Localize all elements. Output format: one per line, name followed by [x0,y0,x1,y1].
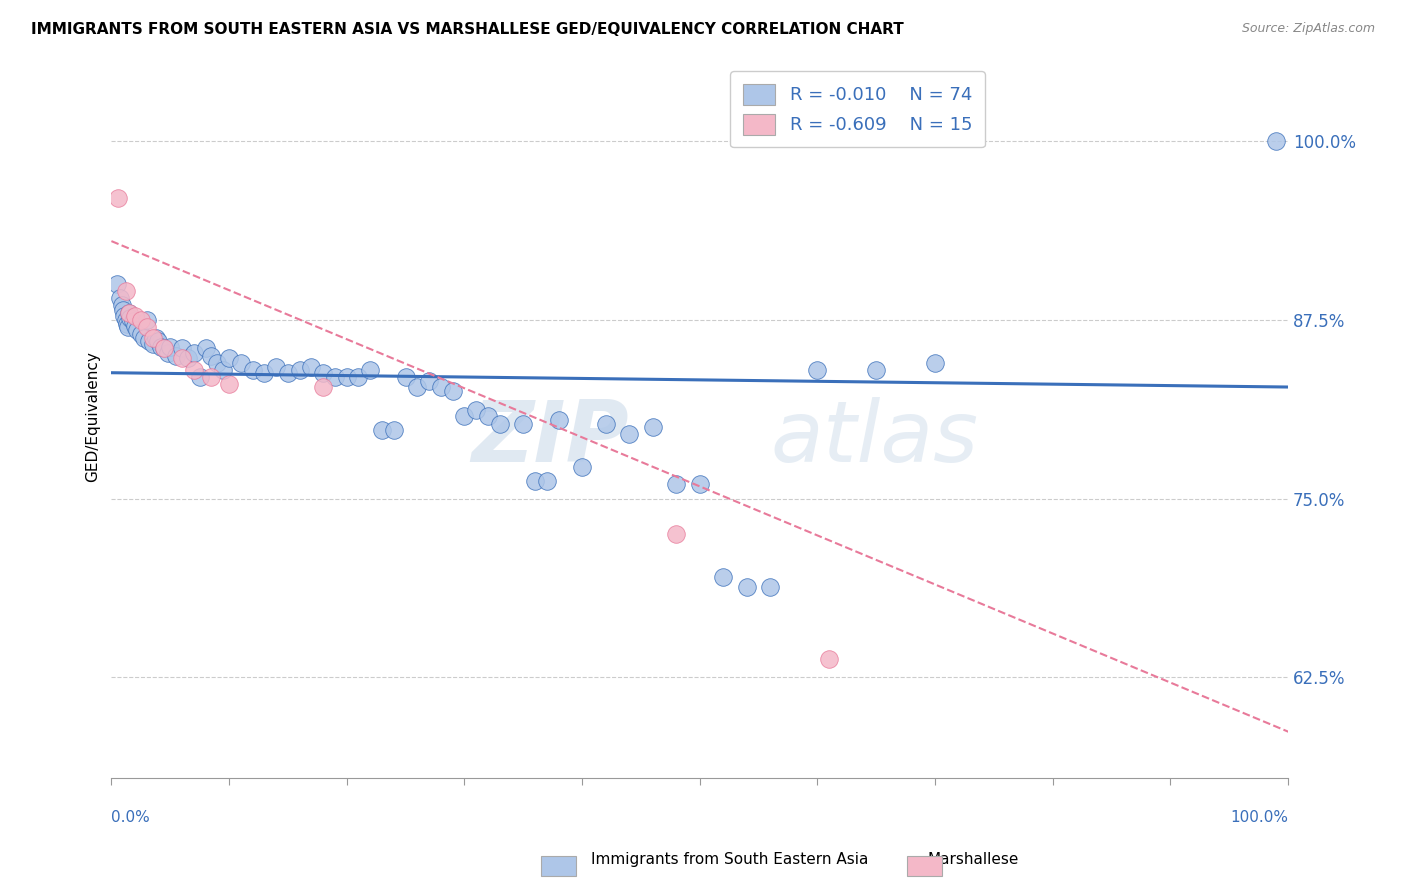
Point [118,305,141,319]
Point [124,309,146,323]
Point [142,331,165,345]
Point [170,342,193,356]
Point [689,477,711,491]
Point [641,420,664,434]
Point [188,370,211,384]
Point [924,356,946,370]
Point [218,377,240,392]
Point [115,317,138,331]
Point [121,314,143,328]
Text: 0.0%: 0.0% [111,810,150,825]
Point [200,349,222,363]
Text: Marshallese: Marshallese [928,852,1019,867]
Text: 100.0%: 100.0% [1230,810,1288,825]
Point [818,652,841,666]
Point [242,363,264,377]
Text: ZIP: ZIP [471,397,628,480]
Point [371,423,394,437]
Point [382,423,405,437]
Point [117,320,139,334]
Point [418,374,440,388]
Point [536,475,558,489]
Point [135,320,157,334]
Point [312,366,335,380]
Point [288,363,311,377]
Point [153,342,176,356]
Point [148,334,170,349]
Point [347,370,370,384]
Text: Source: ZipAtlas.com: Source: ZipAtlas.com [1241,22,1375,36]
Point [1265,134,1288,148]
Point [430,380,453,394]
Text: IMMIGRANTS FROM SOUTH EASTERN ASIA VS MARSHALLESE GED/EQUIVALENCY CORRELATION CH: IMMIGRANTS FROM SOUTH EASTERN ASIA VS MA… [31,22,904,37]
Point [264,359,287,374]
Point [477,409,499,423]
Point [665,477,688,491]
Point [212,363,235,377]
Point [177,351,200,366]
Text: atlas: atlas [770,397,979,480]
Point [138,334,160,349]
Point [406,380,429,394]
Point [111,298,134,312]
Point [118,305,141,319]
Point [465,403,488,417]
Point [156,345,179,359]
Point [194,342,217,356]
Point [547,413,569,427]
Point [571,460,593,475]
Point [865,363,887,377]
Point [453,409,475,423]
Point [218,351,240,366]
Point [145,331,167,345]
Point [129,313,152,327]
Point [183,363,205,377]
Point [617,427,640,442]
Point [153,342,176,356]
Point [806,363,828,377]
Point [711,570,734,584]
Point [170,351,193,366]
Point [112,309,135,323]
Point [127,323,149,337]
Point [441,384,464,399]
Point [149,340,172,354]
Point [112,302,135,317]
Point [129,327,152,342]
Point [105,277,128,291]
Point [108,291,131,305]
Point [277,366,299,380]
Point [124,318,146,333]
Point [114,313,136,327]
Point [312,380,335,394]
Point [183,345,205,359]
Point [759,580,782,594]
Point [229,356,252,370]
Point [135,313,157,327]
Point [134,331,156,345]
Point [488,417,510,432]
Point [665,527,688,541]
Point [207,356,229,370]
Point [735,580,758,594]
Y-axis label: GED/Equivalency: GED/Equivalency [86,351,100,482]
Point [512,417,534,432]
Point [120,311,142,326]
Point [323,370,346,384]
Legend: R = -0.010    N = 74, R = -0.609    N = 15: R = -0.010 N = 74, R = -0.609 N = 15 [730,71,984,147]
Point [142,337,165,351]
Point [165,349,187,363]
Point [159,340,181,354]
Point [253,366,276,380]
Point [107,191,129,205]
Point [394,370,416,384]
Point [359,363,381,377]
Point [200,370,222,384]
Point [595,417,617,432]
Point [336,370,359,384]
Point [301,359,323,374]
Text: Immigrants from South Eastern Asia: Immigrants from South Eastern Asia [591,852,868,867]
Point [114,284,136,298]
Point [523,475,546,489]
